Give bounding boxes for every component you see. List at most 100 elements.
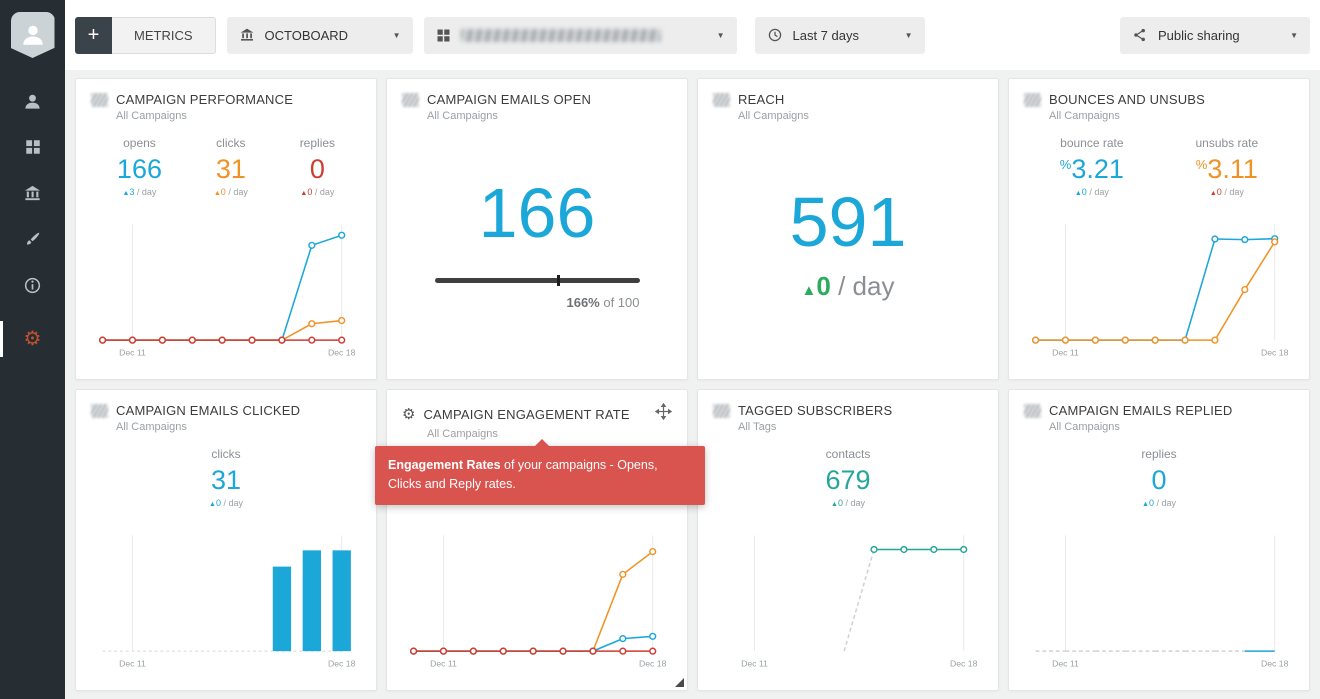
main-column: + METRICS OCTOBOARD ▼ ▼ [65,0,1320,699]
widget-icon-blurred [91,92,108,107]
widget-campaign-emails-replied[interactable]: CAMPAIGN EMAILS REPLIED All Campaigns re… [1008,389,1310,691]
widget-title: CAMPAIGN PERFORMANCE [116,92,294,107]
widget-reach[interactable]: REACH All Campaigns 591 ▲0 / day [697,78,999,380]
widget-title: CAMPAIGN ENGAGEMENT RATE [423,406,630,422]
grid-icon [437,29,449,41]
app-logo[interactable] [10,12,55,58]
chart-emails-clicked: Dec 11 Dec 18 [91,525,361,677]
info-icon [24,277,41,293]
gear-icon: ⚙ [23,328,42,350]
widget-campaign-performance[interactable]: CAMPAIGN PERFORMANCE All Campaigns opens… [75,78,377,380]
public-sharing-dropdown[interactable]: Public sharing ▼ [1120,16,1310,54]
sidebar-item-boards[interactable] [0,124,65,170]
stat-contacts: contacts 679 ▲0 / day [825,447,871,508]
topbar: + METRICS OCTOBOARD ▼ ▼ [65,0,1320,70]
svg-text:Dec 18: Dec 18 [1261,348,1289,358]
move-icon[interactable] [654,402,673,425]
svg-text:Dec 11: Dec 11 [1052,348,1079,358]
big-delta: ▲0 / day [801,270,895,301]
svg-text:Dec 11: Dec 11 [1052,659,1079,669]
dashboard-icon [25,140,40,154]
sidebar: ⚙ [0,0,65,699]
svg-text:Dec 18: Dec 18 [950,659,978,669]
widget-campaign-engagement-rate[interactable]: ⚙ CAMPAIGN ENGAGEMENT RATE All Campaigns [386,389,688,691]
svg-text:Dec 18: Dec 18 [328,348,356,358]
account-name-blurred [460,28,661,42]
svg-text:Dec 11: Dec 11 [119,659,146,669]
widget-icon-blurred [1024,92,1041,107]
sidebar-item-appearance[interactable] [0,216,65,262]
svg-text:Dec 18: Dec 18 [1261,659,1289,669]
widget-icon-blurred [713,92,730,107]
engagement-tooltip: Engagement Rates of your campaigns - Ope… [375,439,705,505]
chart-tagged-subscribers: Dec 11 Dec 18 [713,525,983,677]
big-value: 166 [478,174,596,252]
chevron-down-icon: ▼ [392,30,401,40]
widget-subtitle: All Campaigns [738,110,809,122]
stat-clicks: clicks 31 ▲0 / day [213,136,248,197]
svg-text:Dec 18: Dec 18 [328,659,356,669]
sidebar-item-profile[interactable] [0,78,65,124]
chevron-down-icon: ▼ [716,30,725,40]
svg-text:Dec 11: Dec 11 [119,348,146,358]
big-value: 591 [789,182,907,261]
widget-title: BOUNCES AND UNSUBS [1049,92,1206,107]
svg-text:Dec 18: Dec 18 [639,659,667,669]
clock-icon [768,28,781,42]
share-icon [1134,28,1145,42]
chevron-down-icon: ▼ [1290,30,1298,40]
user-icon [25,94,40,109]
widget-tagged-subscribers[interactable]: TAGGED SUBSCRIBERS All Tags contacts 679… [697,389,999,691]
stat-replies: replies 0 ▲0 / day [299,136,336,197]
metrics-button-label: METRICS [112,16,216,54]
widget-subtitle: All Campaigns [116,421,187,433]
widget-title: REACH [738,92,785,107]
chart-campaign-performance: Dec 11 Dec 18 [91,214,361,366]
widgets-grid: CAMPAIGN PERFORMANCE All Campaigns opens… [65,70,1320,699]
daterange-label: Last 7 days [792,27,860,43]
brush-icon [26,232,39,245]
add-metrics-button[interactable]: + METRICS [75,16,216,54]
widget-subtitle: All Tags [738,421,777,433]
bank-icon [240,28,253,41]
widget-subtitle: All Campaigns [116,110,187,122]
logo-user-icon [22,25,43,45]
widget-title: CAMPAIGN EMAILS CLICKED [116,403,301,418]
widget-title: TAGGED SUBSCRIBERS [738,403,893,418]
sidebar-item-settings[interactable]: ⚙ [0,316,65,362]
board-name: OCTOBOARD [264,27,349,43]
plus-icon: + [75,16,112,54]
stat-unsubs-rate: unsubs rate %3.11 ▲0 / day [1195,136,1259,197]
widget-subtitle: All Campaigns [1049,421,1120,433]
widget-subtitle: All Campaigns [427,110,498,122]
widget-subtitle: All Campaigns [427,428,498,440]
chart-bounces-unsubs: Dec 11 Dec 18 [1024,214,1294,366]
goal-caption: 166% of 100 [566,295,640,310]
board-selector-dropdown[interactable]: OCTOBOARD ▼ [226,16,413,54]
svg-text:Dec 11: Dec 11 [430,659,457,669]
bank-icon [24,185,41,200]
widget-resize-handle[interactable] [675,678,684,687]
daterange-dropdown[interactable]: Last 7 days ▼ [754,16,925,54]
widget-campaign-emails-open[interactable]: CAMPAIGN EMAILS OPEN All Campaigns 166 1… [386,78,688,380]
widget-settings-icon[interactable]: ⚙ [402,405,416,423]
chart-emails-replied: Dec 11 Dec 18 [1024,525,1294,677]
goal-progress-bar [434,275,640,286]
sidebar-item-templates[interactable] [0,170,65,216]
widget-icon-blurred [91,403,108,418]
widget-subtitle: All Campaigns [1049,110,1120,122]
stat-opens: opens 166 ▲3 / day [116,136,162,197]
widget-icon-blurred [1024,403,1041,418]
stat-clicks: clicks 31 ▲0 / day [209,447,243,508]
stat-replies: replies 0 ▲0 / day [1141,447,1177,508]
sidebar-nav: ⚙ [0,78,65,362]
sidebar-item-info[interactable] [0,262,65,308]
widget-campaign-emails-clicked[interactable]: CAMPAIGN EMAILS CLICKED All Campaigns cl… [75,389,377,691]
widget-icon-blurred [402,92,419,107]
chevron-down-icon: ▼ [904,30,913,40]
account-selector-dropdown[interactable]: ▼ [423,16,737,54]
public-sharing-label: Public sharing [1158,27,1240,43]
svg-text:Dec 11: Dec 11 [741,659,768,669]
widget-bounces-unsubs[interactable]: BOUNCES AND UNSUBS All Campaigns bounce … [1008,78,1310,380]
